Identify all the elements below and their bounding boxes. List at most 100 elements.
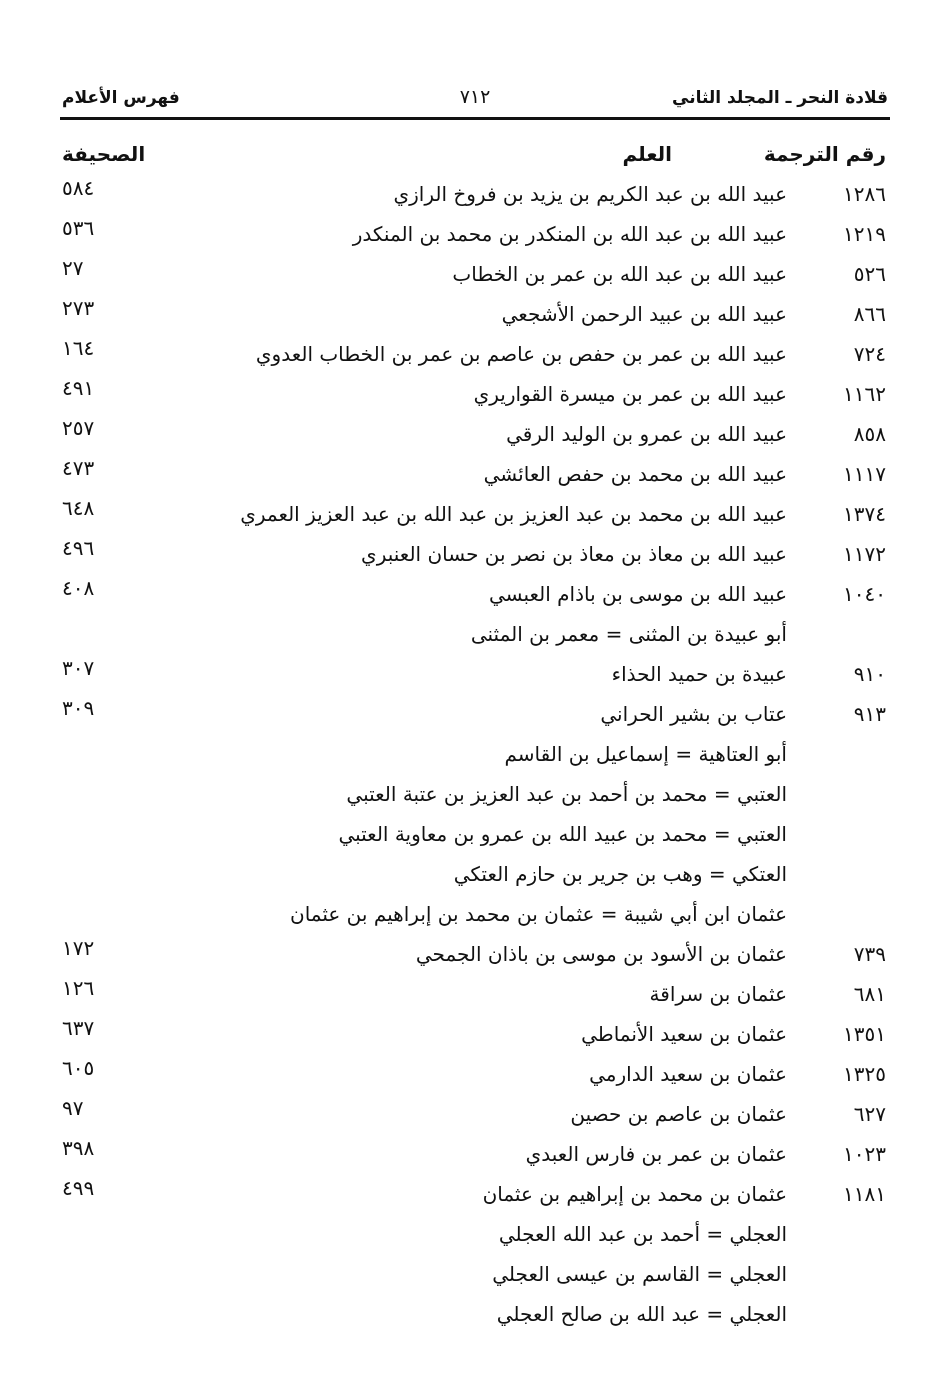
entry-name: عتاب بن بشير الحراني (600, 702, 787, 726)
index-entry: ٧٢٤ عبيد الله بن عمر بن حفص بن عاصم بن عم… (0, 336, 950, 382)
index-entry: ٦٢٧ عثمان بن عاصم بن حصين ٩٧ (0, 1096, 950, 1142)
index-entry: ٨٥٨ عبيد الله بن عمرو بن الوليد الرقي ٢٥٧ (0, 416, 950, 462)
entry-name: عثمان بن سعيد الأنماطي (581, 1022, 787, 1046)
section-title: فهرس الأعلام (62, 88, 180, 108)
entry-number: ١١٨١ (843, 1182, 886, 1206)
entry-name: عثمان بن عمر بن فارس العبدي (525, 1142, 787, 1166)
entry-page: ٦٣٧ (62, 1016, 95, 1040)
entry-name: عثمان ابن أبي شيبة = عثمان بن محمد بن إب… (290, 902, 787, 926)
index-entry: العجلي = أحمد بن عبد الله العجلي (0, 1222, 950, 1262)
index-entry: ١٣٧٤ عبيد الله بن محمد بن عبد العزيز بن ع… (0, 496, 950, 542)
entry-number: ٧٣٩ (853, 942, 886, 966)
index-entry: ١٠٢٣ عثمان بن عمر بن فارس العبدي ٣٩٨ (0, 1136, 950, 1182)
index-entry: ١٣٥١ عثمان بن سعيد الأنماطي ٦٣٧ (0, 1016, 950, 1062)
entry-page: ٥٨٤ (62, 176, 95, 200)
entry-name: عبيد الله بن محمد بن حفص العائشي (483, 462, 787, 486)
entry-name: عثمان بن سراقة (649, 982, 787, 1006)
entry-number: ١٢١٩ (843, 222, 886, 246)
entry-name: عبيد الله بن معاذ بن معاذ بن نصر بن حسان… (361, 542, 787, 566)
entry-number: ١٢٨٦ (843, 182, 886, 206)
entry-name: العتكي = وهب بن جرير بن حازم العتكي (453, 862, 787, 886)
entry-number: ٦٨١ (853, 982, 886, 1006)
entry-number: ٥٢٦ (853, 262, 886, 286)
index-entry: العتكي = وهب بن جرير بن حازم العتكي (0, 862, 950, 902)
entry-number: ٨٦٦ (853, 302, 886, 326)
entry-number: ١٣٢٥ (843, 1062, 886, 1086)
index-entry: العجلي = القاسم بن عيسى العجلي (0, 1262, 950, 1302)
entry-name: عثمان بن محمد بن إبراهيم بن عثمان (482, 1182, 787, 1206)
index-entry: ١١٦٢ عبيد الله بن عمر بن ميسرة القواريري ٤… (0, 376, 950, 422)
index-entry: ٧٣٩ عثمان بن الأسود بن موسى بن باذان الجم… (0, 936, 950, 982)
entry-page: ١٦٤ (62, 336, 95, 360)
entry-number: ١٠٢٣ (843, 1142, 886, 1166)
entry-page: ٩٧ (62, 1096, 84, 1120)
entry-name: العتبي = محمد بن أحمد بن عبد العزيز بن ع… (346, 782, 787, 806)
page-number: ٧١٢ (459, 86, 491, 108)
entry-page: ١٢٦ (62, 976, 95, 1000)
entry-page: ٢٧ (62, 256, 84, 280)
entry-page: ٥٣٦ (62, 216, 95, 240)
entry-name: عبيد الله بن عمر بن حفص بن عاصم بن عمر ب… (255, 342, 787, 366)
entry-page: ٦٠٥ (62, 1056, 95, 1080)
entry-number: ٧٢٤ (853, 342, 886, 366)
entry-number: ٦٢٧ (853, 1102, 886, 1126)
index-entry: ١٠٤٠ عبيد الله بن موسى بن باذام العبسي ٤٠٨ (0, 576, 950, 622)
entry-number: ١٣٧٤ (843, 502, 886, 526)
entry-name: عبيد الله بن عبد الله بن عمر بن الخطاب (452, 262, 787, 286)
entry-name: عثمان بن عاصم بن حصين (570, 1102, 787, 1126)
index-entry: ١٢١٩ عبيد الله بن عبد الله بن المنكدر بن … (0, 216, 950, 262)
entry-page: ١٧٢ (62, 936, 95, 960)
column-header-page: الصحيفة (62, 142, 146, 166)
book-title: قلادة النحر ـ المجلد الثاني (672, 88, 888, 108)
entry-name: عبيد الله بن عمرو بن الوليد الرقي (506, 422, 787, 446)
entry-page: ٤٠٨ (62, 576, 95, 600)
index-entry: ٩١٣ عتاب بن بشير الحراني ٣٠٩ (0, 696, 950, 742)
entry-name: عبيد الله بن عبد الله بن المنكدر بن محمد… (352, 222, 787, 246)
index-entry: أبو العتاهية = إسماعيل بن القاسم (0, 742, 950, 782)
entry-name: العتبي = محمد بن عبيد الله بن عمرو بن مع… (338, 822, 787, 846)
entry-name: العجلي = القاسم بن عيسى العجلي (492, 1262, 787, 1286)
index-entry: أبو عبيدة بن المثنى = معمر بن المثنى (0, 622, 950, 662)
index-entry: العجلي = عبد الله بن صالح العجلي (0, 1302, 950, 1342)
entry-page: ٢٧٣ (62, 296, 95, 320)
index-entry: ١١٧٢ عبيد الله بن معاذ بن معاذ بن نصر بن … (0, 536, 950, 582)
entry-page: ٣٩٨ (62, 1136, 95, 1160)
entry-page: ٤٧٣ (62, 456, 95, 480)
index-entry: ١١٨١ عثمان بن محمد بن إبراهيم بن عثمان ٤٩٩ (0, 1176, 950, 1222)
entry-page: ٣٠٩ (62, 696, 95, 720)
entry-number: ١١١٧ (843, 462, 886, 486)
entry-name: العجلي = عبد الله بن صالح العجلي (496, 1302, 787, 1326)
index-entry: ٨٦٦ عبيد الله بن عبيد الرحمن الأشجعي ٢٧٣ (0, 296, 950, 342)
entry-page: ٤٩٦ (62, 536, 95, 560)
entry-name: أبو عبيدة بن المثنى = معمر بن المثنى (470, 622, 787, 646)
entry-number: ١٠٤٠ (843, 582, 886, 606)
entry-name: عثمان بن الأسود بن موسى بن باذان الجمحي (415, 942, 787, 966)
index-entry: ١١١٧ عبيد الله بن محمد بن حفص العائشي ٤٧٣ (0, 456, 950, 502)
index-entry: ٩١٠ عبيدة بن حميد الحذاء ٣٠٧ (0, 656, 950, 702)
entry-name: عبيد الله بن موسى بن باذام العبسي (488, 582, 787, 606)
entry-number: ١٣٥١ (843, 1022, 886, 1046)
entry-number: ٩١٣ (853, 702, 886, 726)
entry-name: أبو العتاهية = إسماعيل بن القاسم (504, 742, 787, 766)
entry-name: عبيد الله بن عبيد الرحمن الأشجعي (501, 302, 787, 326)
index-entry: ١٢٨٦ عبيد الله بن عبد الكريم بن يزيد بن ف… (0, 176, 950, 222)
entry-page: ٢٥٧ (62, 416, 95, 440)
header-rule (60, 117, 890, 120)
index-entry: العتبي = محمد بن أحمد بن عبد العزيز بن ع… (0, 782, 950, 822)
entry-page: ٦٤٨ (62, 496, 95, 520)
entry-number: ١١٦٢ (843, 382, 886, 406)
entry-name: عثمان بن سعيد الدارمي (589, 1062, 787, 1086)
entry-number: ١١٧٢ (843, 542, 886, 566)
entry-name: عبيد الله بن محمد بن عبد العزيز بن عبد ا… (240, 502, 787, 526)
entry-number: ٨٥٨ (853, 422, 886, 446)
index-entry: ٦٨١ عثمان بن سراقة ١٢٦ (0, 976, 950, 1022)
column-header-name: العلم (622, 142, 672, 166)
index-entry: ٥٢٦ عبيد الله بن عبد الله بن عمر بن الخطا… (0, 256, 950, 302)
entry-number: ٩١٠ (853, 662, 886, 686)
column-header-number: رقم الترجمة (763, 142, 886, 166)
index-entry: العتبي = محمد بن عبيد الله بن عمرو بن مع… (0, 822, 950, 862)
entry-page: ٤٩١ (62, 376, 95, 400)
entry-name: عبيد الله بن عمر بن ميسرة القواريري (473, 382, 787, 406)
entry-page: ٣٠٧ (62, 656, 95, 680)
index-entry: عثمان ابن أبي شيبة = عثمان بن محمد بن إب… (0, 902, 950, 942)
